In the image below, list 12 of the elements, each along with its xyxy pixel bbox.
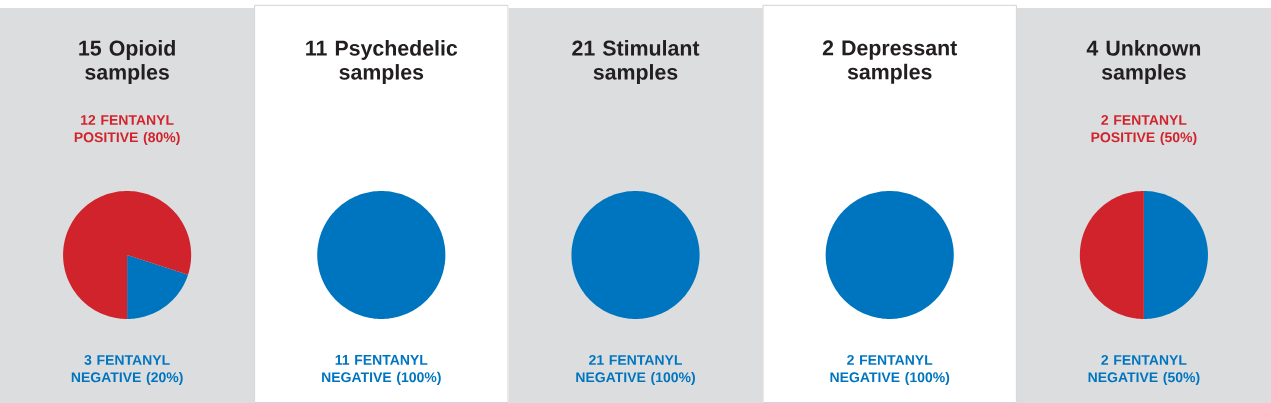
chart-title: 11 Psychedelic samples bbox=[306, 40, 458, 84]
slice-label: 12 FENTANYL POSITIVE (80%) bbox=[74, 114, 180, 145]
slice-label: 2 FENTANYL NEGATIVE (100%) bbox=[830, 354, 950, 385]
slice-label: 11 FENTANYL NEGATIVE (100%) bbox=[322, 355, 441, 385]
slice-label: 2 FENTANYL POSITIVE (50%) bbox=[1091, 114, 1197, 145]
chart-title: 15 Opioid samples bbox=[79, 40, 175, 84]
chart-title: 2 Depressant samples bbox=[822, 40, 957, 84]
chart-title: 21 Stimulant samples bbox=[572, 40, 700, 84]
slice-label: 21 FENTANYL NEGATIVE (100%) bbox=[576, 354, 695, 385]
chart-title: 4 Unknown samples bbox=[1086, 40, 1201, 84]
slice-label: 2 FENTANYL NEGATIVE (50%) bbox=[1088, 354, 1200, 385]
slice-label: 3 FENTANYL NEGATIVE (20%) bbox=[71, 354, 183, 385]
